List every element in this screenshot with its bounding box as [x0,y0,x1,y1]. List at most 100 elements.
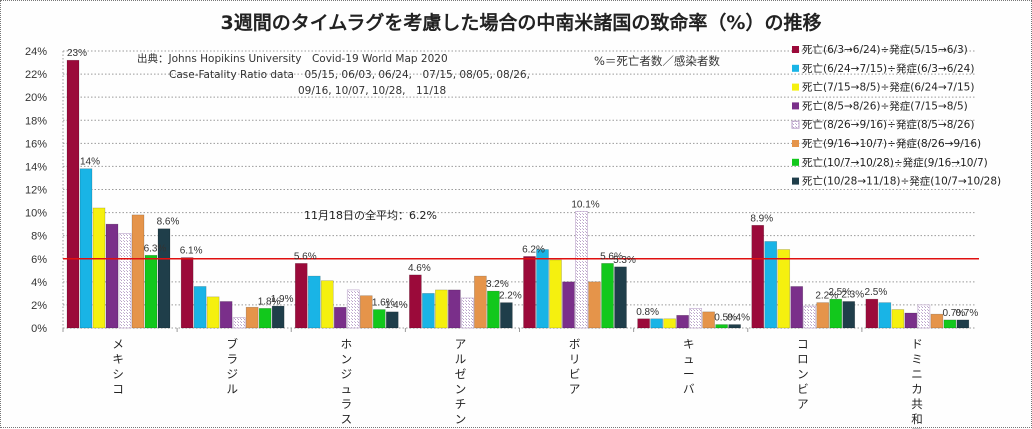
bar-1-6 [258,308,272,329]
bar-2-1 [307,275,321,329]
bar-4-3 [562,281,575,329]
bar-3-1 [422,293,435,329]
formula-note: %＝死亡者数／感染者数 [594,54,720,68]
data-label: 8.9% [750,213,773,224]
bar-3-5 [474,275,487,329]
data-label: 3.2% [486,279,509,290]
data-label: 1.8% [258,296,281,307]
bar-7-5 [930,313,944,329]
data-label: 0.7% [942,308,965,319]
bar-0-3 [105,223,119,329]
data-label: 6.1% [180,246,203,257]
bar-4-2 [549,259,562,329]
bar-0-1 [79,168,93,329]
bar-6-0 [751,224,765,329]
data-label: 6.2% [522,244,545,255]
svg-text:メ: メ [112,337,124,351]
bar-7-4 [917,304,931,329]
bar-6-4 [803,305,817,329]
svg-text:ン: ン [455,412,467,426]
data-label: 2.3% [841,289,864,300]
legend-swatch [791,120,800,129]
bar-1-0 [180,257,194,329]
svg-text:シ: シ [112,367,124,381]
bar-5-1 [650,318,663,329]
svg-text:ラ: ラ [341,397,353,411]
svg-text:ホ: ホ [341,337,353,351]
legend-label: 死亡(7/15→8/5)÷発症(6/24→7/15) [802,81,974,94]
y-tick-label: 14% [25,161,47,173]
bar-2-2 [320,280,334,329]
y-tick-label: 20% [25,92,47,104]
svg-text:ル: ル [226,382,238,396]
bar-2-4 [346,289,360,329]
bar-0-6 [144,254,158,329]
svg-text:キ: キ [112,352,124,366]
svg-text:ロ: ロ [797,352,809,366]
data-label: 1.4% [385,300,408,311]
svg-text:ビ: ビ [569,367,581,381]
svg-text:ン: ン [455,382,467,396]
legend-swatch [792,158,799,166]
bar-7-2 [891,309,905,329]
data-label: 2.5% [828,287,851,298]
legend-swatch [792,102,799,110]
bar-1-1 [193,286,207,329]
svg-text:ビ: ビ [797,382,809,396]
data-labels: 23% 14% 6.3% 8.6% 6.1% 1.8%1.9% 5.6% 1.6%1.4% 4.… [67,48,978,323]
source-note-line1: 出典：Johns Hopikins University Covid-19 Wo… [137,52,448,65]
average-annotation: 11月18日の全平均：6.2% [304,208,437,222]
bar-3-0 [409,274,422,329]
bar-5-0 [637,318,650,329]
data-label: 0.4% [727,313,750,324]
svg-text:ボ: ボ [569,337,581,351]
bar-4-5 [588,281,601,329]
bar-1-7 [271,305,285,329]
y-tick-label: 2% [31,300,47,312]
bar-2-3 [333,306,347,329]
svg-text:キ: キ [683,337,695,351]
data-label: 1.9% [271,294,294,305]
bar-3-6 [487,290,500,329]
svg-text:コ: コ [112,382,124,396]
source-note-line3: 09/16, 10/07, 10/28, 11/18 [298,85,446,97]
bar-5-3 [676,315,689,329]
svg-text:ド: ド [911,337,923,351]
data-label: 2.5% [864,287,887,298]
svg-text:ゼ: ゼ [455,367,467,381]
svg-text:チ: チ [455,397,467,411]
data-label: 2.2% [815,291,838,302]
y-tick-label: 18% [25,115,47,127]
bar-5-7 [728,324,741,329]
legend-label: 死亡(10/7→10/28)÷発症(9/16→10/7) [802,156,988,169]
svg-text:和: 和 [911,412,923,426]
bar-7-3 [904,312,918,329]
bar-6-5 [816,302,830,329]
legend-label: 死亡(9/16→10/7)÷発症(8/26→9/16) [802,137,981,150]
bar-3-3 [448,289,461,329]
legend-swatch [792,46,799,53]
svg-text:コ: コ [797,337,809,351]
y-tick-label: 0% [31,323,47,335]
bar-0-2 [92,207,106,329]
data-label: 5.3% [613,255,636,266]
y-tick-label: 24% [25,46,47,58]
data-label: 0.8% [636,307,659,318]
bar-4-7 [614,266,627,329]
legend-label: 死亡(6/3→6/24)÷発症(5/15→6/3) [802,43,968,56]
svg-text:ュ: ュ [683,352,695,366]
bar-2-0 [294,263,308,329]
bar-1-2 [206,296,220,329]
y-axis-ticks: 0% 2% 4% 6% 8% 10% 12% 14% 16% 18% 20% 22% 24% [25,46,47,335]
data-label: 8.6% [157,217,180,228]
data-label: 5.6% [294,251,317,262]
bars [66,59,970,329]
bar-5-6 [715,324,728,329]
y-tick-label: 16% [25,138,47,150]
bar-3-7 [500,302,513,329]
data-label: 1.6% [372,298,395,309]
